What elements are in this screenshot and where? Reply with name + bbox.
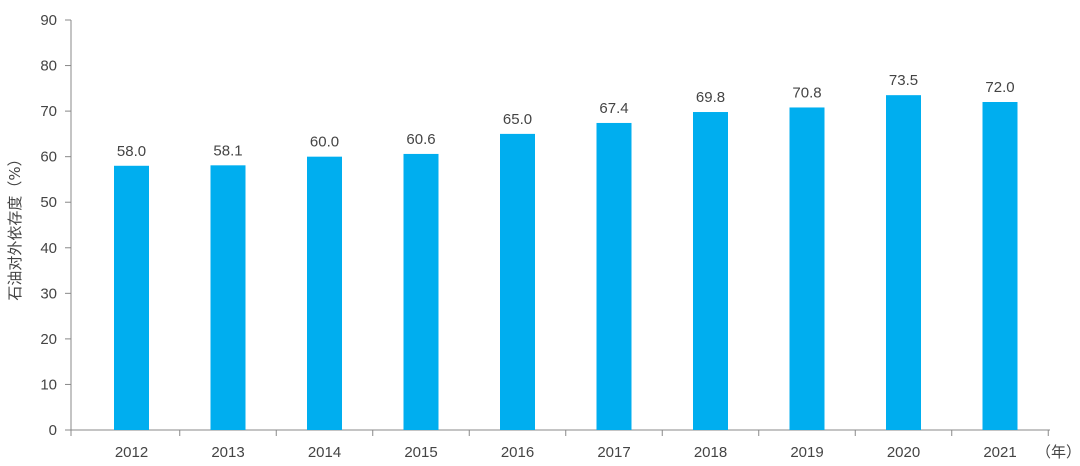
bar-2020: [886, 95, 921, 431]
x-tick-label: 2021: [983, 444, 1016, 461]
x-tick-label: 2014: [308, 444, 341, 461]
data-label: 60.6: [406, 131, 435, 148]
x-tick-label: 2018: [694, 444, 727, 461]
bars: [114, 95, 1018, 431]
x-tick-label: 2012: [115, 444, 148, 461]
y-tick-label: 40: [40, 240, 57, 257]
value-labels: 58.0 58.1 60.0 60.6 65.0 67.4 69.8 70.8 73.5 72.0: [117, 72, 1015, 160]
y-axis-title: 石油对外依存度（%）: [6, 151, 24, 300]
y-tick-label: 50: [40, 194, 57, 211]
data-label: 58.0: [117, 143, 146, 160]
bar-2017: [596, 122, 632, 430]
bar-2016: [500, 133, 535, 430]
data-label: 70.8: [792, 84, 821, 101]
x-axis: 2012 2013 2014 2015 2016 2017 2018 2019 2020 2021: [65, 429, 1050, 461]
data-label: 69.8: [696, 89, 725, 106]
x-tick-label: 2016: [501, 444, 534, 461]
bar-2019: [789, 107, 825, 430]
x-tick-label: 2020: [887, 444, 920, 461]
bar-2012: [114, 165, 149, 430]
y-tick-label: 0: [49, 422, 57, 439]
y-tick-label: 30: [40, 285, 57, 302]
data-label: 58.1: [213, 142, 242, 159]
y-tick-label: 70: [40, 103, 57, 120]
y-tick-label: 10: [40, 376, 57, 393]
bar-2018: [693, 112, 728, 431]
data-label: 73.5: [889, 72, 918, 89]
y-tick-label: 80: [40, 58, 57, 75]
data-label: 60.0: [310, 134, 339, 151]
y-axis: 0 10 20 30 40 50 60 70 80 90: [40, 12, 72, 439]
bar-2013: [210, 165, 246, 431]
x-axis-unit: （年）: [1036, 444, 1080, 461]
bar-2021: [982, 102, 1018, 430]
x-tick-label: 2017: [597, 444, 630, 461]
data-label: 65.0: [503, 111, 532, 128]
bar-2015: [403, 153, 439, 430]
data-label: 67.4: [599, 100, 628, 117]
x-tick-label: 2013: [211, 444, 244, 461]
data-label: 72.0: [985, 79, 1014, 96]
bar-2014: [307, 156, 342, 430]
y-tick-label: 60: [40, 149, 57, 166]
x-tick-label: 2015: [404, 444, 437, 461]
y-tick-label: 20: [40, 331, 57, 348]
y-tick-label: 90: [40, 12, 57, 29]
x-tick-label: 2019: [790, 444, 823, 461]
